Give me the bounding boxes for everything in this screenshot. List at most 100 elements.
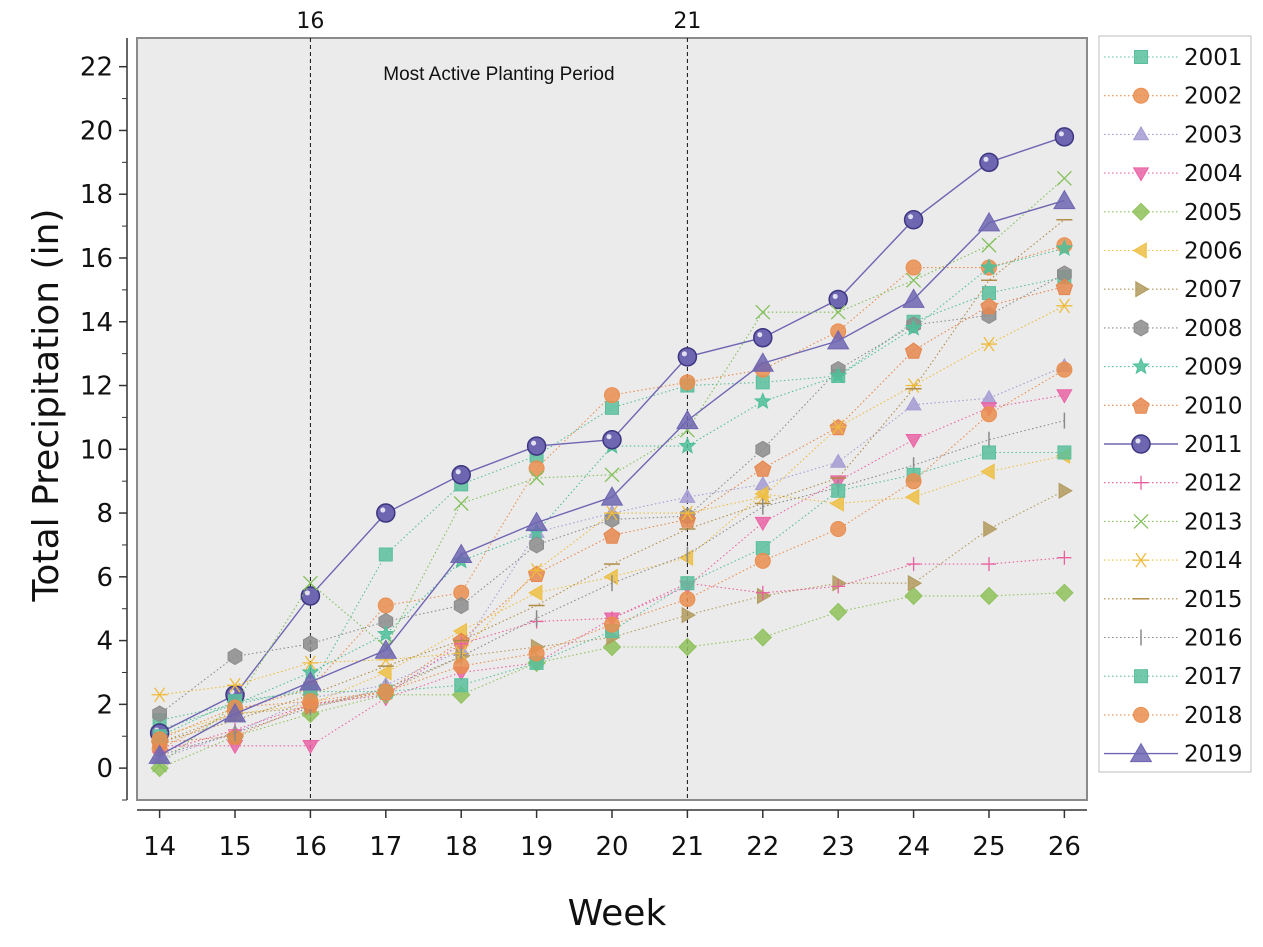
point-2005-week-21 [678, 637, 697, 657]
point-2011-week-25 [979, 152, 999, 173]
x-tick-label-24: 24 [897, 832, 930, 862]
point-2009-week-26 [1055, 239, 1074, 257]
point-2007-week-26 [1058, 482, 1073, 499]
point-2013-week-26 [1056, 170, 1072, 186]
point-2011-week-24-highlight [908, 214, 914, 220]
legend-label-2002: 2002 [1184, 84, 1243, 110]
legend-item-2005: 2005 [1104, 200, 1243, 226]
y-axis: 0 2 4 6 8 10 12 14 16 18 20 22 [80, 38, 128, 801]
x-tick-label-20: 20 [595, 832, 628, 862]
legend-label-2019: 2019 [1184, 742, 1243, 768]
y-tick-label-6: 6 [96, 563, 113, 593]
x-tick-label-25: 25 [972, 832, 1005, 862]
legend-item-2018: 2018 [1104, 703, 1243, 729]
legend-marker-2014 [1133, 552, 1149, 568]
point-2005-week-24 [904, 586, 923, 606]
point-2019-week-17 [374, 639, 398, 659]
legend-label-2012: 2012 [1184, 471, 1243, 497]
point-2019-week-14 [148, 744, 171, 764]
legend-item-2004: 2004 [1104, 161, 1243, 187]
legend-marker-2013 [1133, 513, 1149, 529]
point-2012-week-25 [981, 557, 996, 572]
legend-item-2003: 2003 [1104, 122, 1243, 148]
point-2002-week-19 [528, 460, 545, 477]
point-2014-week-20 [604, 505, 620, 521]
point-2003-week-23 [829, 453, 847, 468]
y-tick-label-18: 18 [80, 180, 113, 210]
point-2018-week-19 [528, 645, 545, 662]
point-2014-week-26 [1056, 298, 1073, 314]
point-2012-week-23 [831, 579, 846, 594]
point-2010-week-20 [603, 527, 621, 544]
point-2007-week-21 [681, 606, 696, 624]
legend-label-2013: 2013 [1184, 509, 1243, 535]
point-2002-week-21 [679, 374, 696, 391]
point-2005-week-26 [1055, 583, 1074, 603]
legend-marker-2010 [1132, 397, 1150, 414]
x-tick-label-17: 17 [369, 832, 402, 862]
point-2009-week-23 [829, 366, 848, 384]
legend: 2001 2002 2003 2004 2005 2006 2007 2008 2009 2010… [1104, 45, 1243, 768]
legend-item-2009: 2009 [1104, 355, 1243, 381]
point-2006-week-24 [905, 488, 920, 506]
point-2019-week-26 [1053, 189, 1076, 210]
series-2016 [158, 412, 1066, 764]
legend-label-2018: 2018 [1184, 703, 1243, 729]
point-2002-week-24 [905, 259, 922, 276]
legend-marker-2018 [1133, 706, 1149, 723]
point-2010-week-21 [678, 511, 697, 528]
legend-label-2001: 2001 [1184, 45, 1243, 71]
legend-label-2003: 2003 [1184, 122, 1243, 148]
x-tick-label-22: 22 [746, 832, 779, 862]
x-tick-label-18: 18 [445, 832, 478, 862]
point-2014-week-21 [679, 505, 696, 521]
x-axis: 14 15 16 17 18 19 20 21 22 23 24 25 26 [137, 809, 1087, 862]
point-2018-week-25 [980, 406, 997, 423]
point-2014-week-16 [302, 655, 319, 671]
legend-label-2008: 2008 [1184, 316, 1243, 342]
legend-item-2011: 2011 [1104, 432, 1243, 458]
point-2005-week-22 [753, 628, 773, 647]
y-tick-label-14: 14 [80, 308, 113, 338]
legend-item-2015: 2015 [1104, 587, 1243, 613]
point-2012-week-18 [454, 636, 469, 651]
x-tick-label-19: 19 [520, 832, 553, 862]
point-2005-week-23 [828, 602, 848, 622]
point-2011-week-24 [903, 209, 924, 230]
legend-label-2017: 2017 [1184, 664, 1243, 690]
point-2018-week-16 [302, 693, 319, 710]
y-tick-label-22: 22 [80, 53, 113, 83]
point-2006-week-20 [603, 568, 618, 586]
point-2008-week-19 [529, 536, 544, 554]
point-2019-week-16 [299, 671, 322, 691]
point-2002-week-17 [377, 597, 394, 614]
legend-item-2019: 2019 [1104, 742, 1243, 768]
legend-marker-2001 [1134, 50, 1148, 64]
legend-marker-2006 [1132, 242, 1147, 259]
point-2019-week-23 [826, 329, 850, 350]
legend-label-2011: 2011 [1184, 432, 1243, 458]
point-2011-week-23-highlight [832, 293, 838, 299]
point-2019-week-22 [751, 352, 775, 372]
point-2009-week-22 [753, 392, 772, 409]
legend-label-2010: 2010 [1184, 393, 1243, 419]
point-2012-week-22 [755, 585, 770, 600]
x-tick-label-23: 23 [822, 832, 855, 862]
legend-label-2015: 2015 [1184, 587, 1243, 613]
point-2011-week-18-highlight [455, 469, 461, 475]
legend-item-2012: 2012 [1104, 471, 1243, 497]
point-2006-week-21 [678, 549, 694, 566]
point-2001-week-25 [981, 286, 996, 301]
point-2008-week-14 [152, 705, 167, 723]
legend-item-2008: 2008 [1104, 316, 1243, 342]
point-2010-week-22 [754, 460, 772, 477]
point-2007-week-24 [907, 574, 923, 592]
y-tick-label-12: 12 [80, 372, 113, 402]
point-2001-week-20 [605, 400, 619, 415]
legend-label-2009: 2009 [1184, 355, 1243, 381]
legend-marker-2005 [1131, 202, 1151, 222]
point-2019-week-18 [449, 543, 473, 563]
legend-label-2014: 2014 [1184, 548, 1243, 574]
point-2005-week-25 [979, 586, 999, 606]
